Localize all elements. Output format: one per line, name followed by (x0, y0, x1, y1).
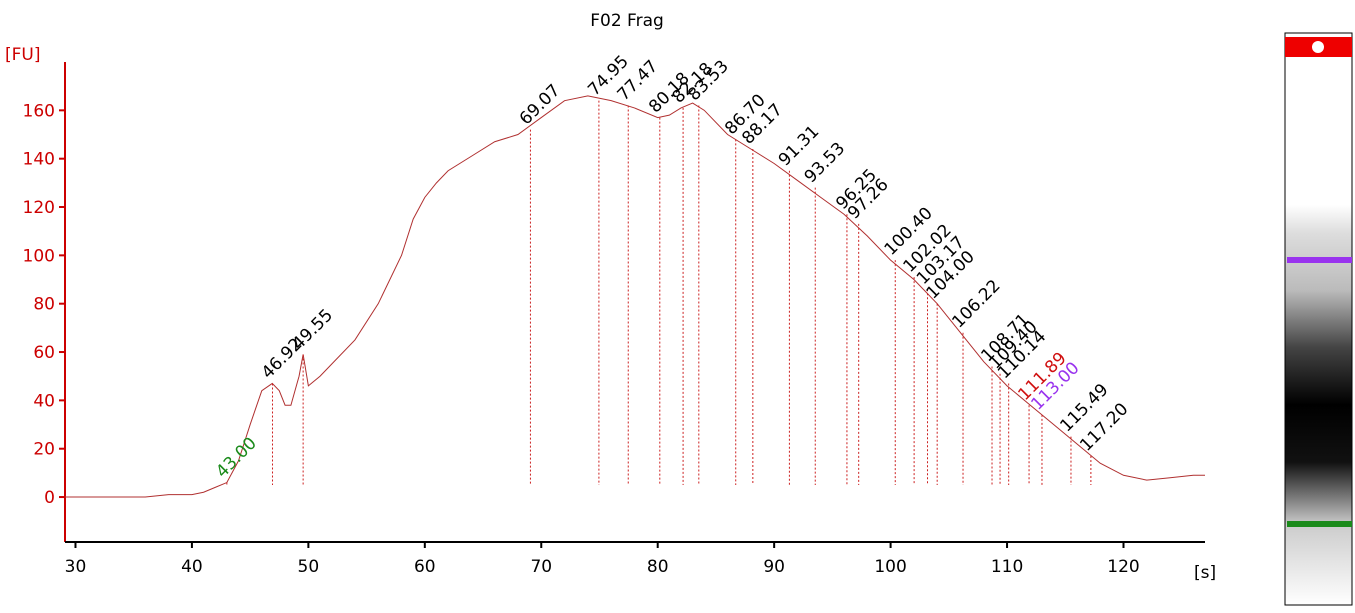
y-tick-label: 60 (33, 343, 55, 363)
y-tick-label: 20 (33, 440, 55, 460)
x-tick-label: 30 (65, 557, 87, 577)
gel-lane (1284, 32, 1353, 606)
x-tick-label: 40 (181, 557, 203, 577)
y-tick-label: 80 (33, 295, 55, 315)
y-tick-label: 140 (23, 150, 55, 170)
peak-label: 43.00 (212, 434, 261, 483)
gel-upper-marker (1287, 257, 1352, 263)
gel-frame (1284, 32, 1353, 606)
y-axis-label: [FU] (5, 45, 41, 65)
y-tick-label: 100 (23, 246, 55, 266)
y-tick-label: 120 (23, 198, 55, 218)
y-tick-label: 40 (33, 391, 55, 411)
trace-line (65, 95, 1205, 498)
x-tick-label: 60 (414, 557, 436, 577)
peak-label: 69.07 (516, 81, 565, 130)
y-tick-label: 0 (44, 488, 55, 508)
peak-label: 106.22 (948, 276, 1004, 332)
x-tick-label: 80 (647, 557, 669, 577)
x-tick-label: 110 (991, 557, 1023, 577)
y-tick-label: 160 (23, 101, 55, 121)
x-axis-label: [s] (1194, 563, 1216, 583)
chart-title: F02 Frag (590, 11, 664, 31)
x-tick-label: 90 (763, 557, 785, 577)
x-tick-label: 70 (530, 557, 552, 577)
peak-label: 49.55 (289, 305, 338, 354)
gel-lower-marker (1287, 521, 1352, 527)
gel-marker-icon (1312, 41, 1324, 53)
x-tick-label: 50 (298, 557, 320, 577)
x-tick-label: 100 (874, 557, 906, 577)
x-tick-label: 120 (1107, 557, 1139, 577)
